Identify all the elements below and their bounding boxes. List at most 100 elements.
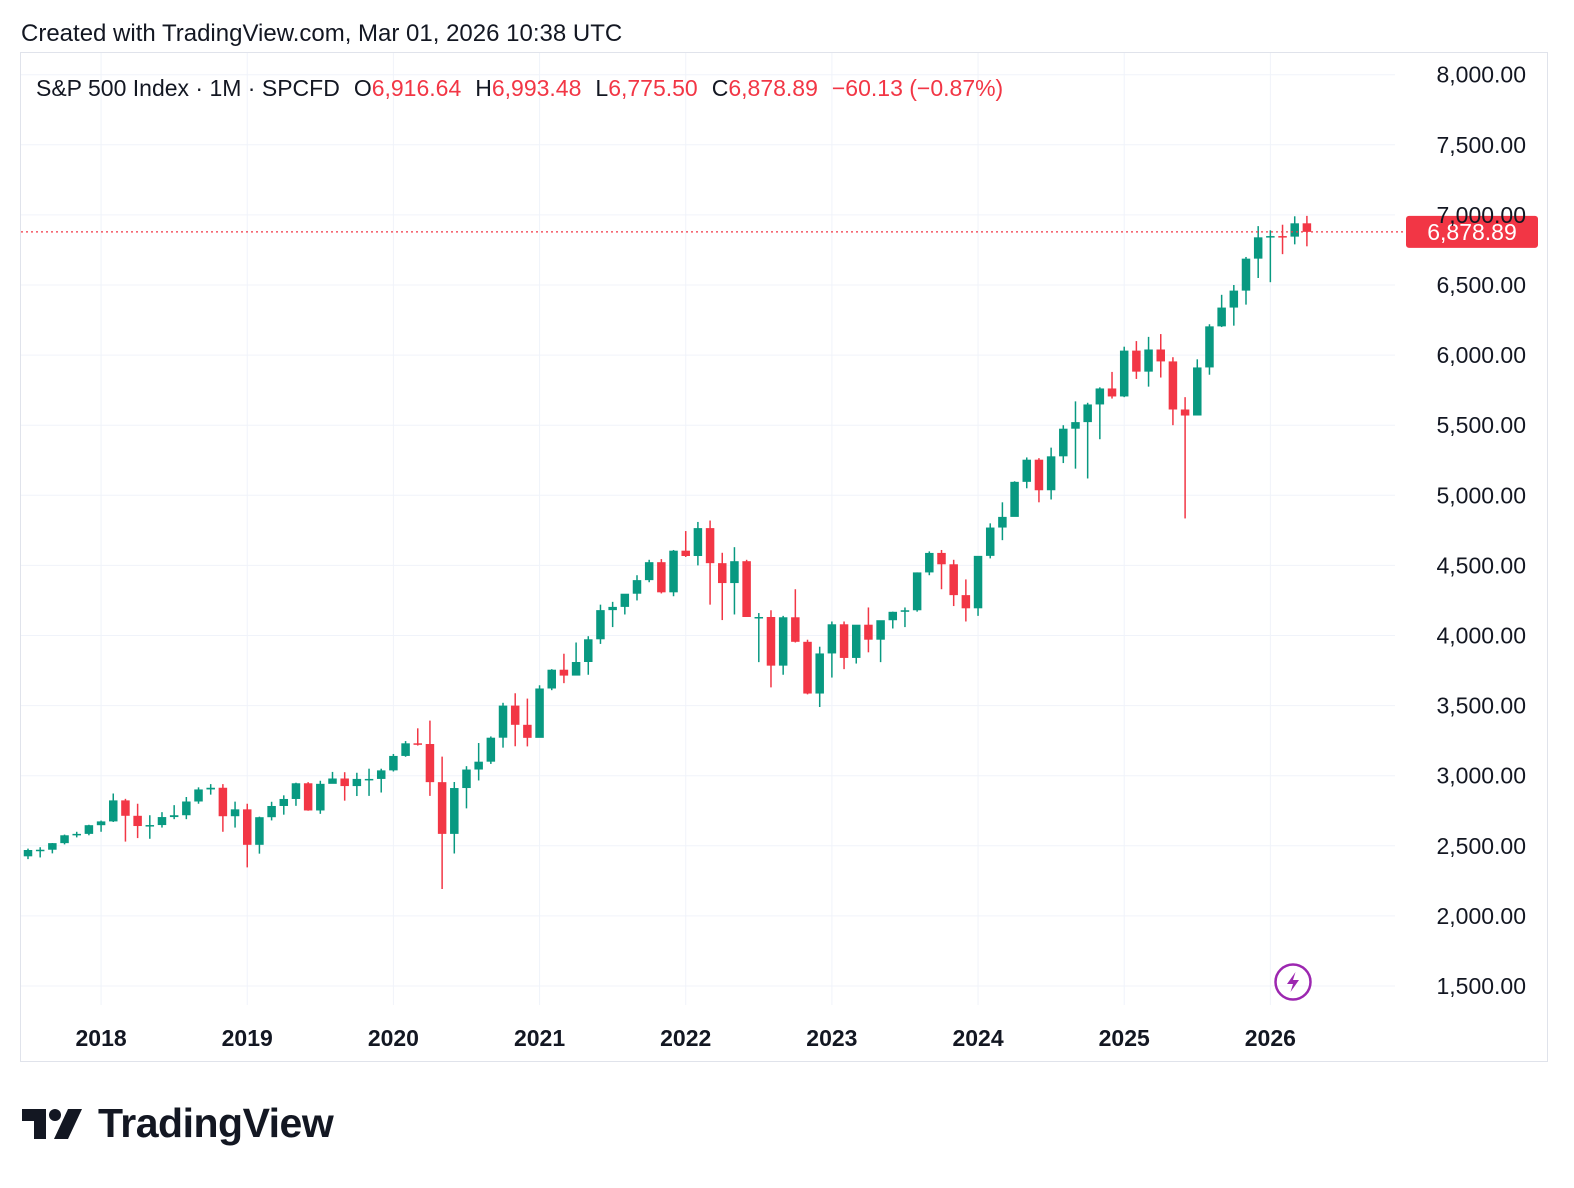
candle-body xyxy=(303,783,313,811)
chart-frame xyxy=(20,52,1548,1062)
candle xyxy=(133,803,142,839)
candle-body xyxy=(450,788,459,834)
candle-body xyxy=(1022,459,1032,482)
tradingview-logo-icon xyxy=(22,1108,82,1139)
candle xyxy=(1302,215,1312,247)
ohlc-legend: S&P 500 Index · 1M · SPCFD O6,916.64 H6,99… xyxy=(36,75,1003,102)
candle xyxy=(1095,387,1105,440)
candle-body xyxy=(742,561,751,617)
year-tick-label: 2024 xyxy=(952,1025,1003,1051)
candle xyxy=(450,782,459,854)
candle xyxy=(754,613,764,663)
candle xyxy=(84,824,94,836)
candle-body xyxy=(1266,236,1275,238)
candle-body xyxy=(1193,367,1202,416)
candle-body xyxy=(498,705,508,738)
candle xyxy=(413,728,423,746)
candle xyxy=(803,639,812,695)
candle xyxy=(547,669,556,691)
candle-body xyxy=(218,787,228,817)
candle xyxy=(60,834,69,845)
candle xyxy=(718,552,727,621)
candle xyxy=(486,736,496,764)
candle xyxy=(851,624,861,664)
candle xyxy=(157,812,167,828)
candle xyxy=(1193,359,1202,416)
candle-body xyxy=(839,624,849,658)
candle xyxy=(425,720,435,796)
candle-body xyxy=(1071,422,1080,429)
candle xyxy=(364,768,374,796)
time-axis: 2018 2019 2020 2021 2022 2023 2024 2025 2026 xyxy=(75,1025,1295,1051)
candle-body xyxy=(1107,388,1117,397)
candle-body xyxy=(730,561,739,584)
candle-body xyxy=(1095,388,1105,405)
tradingview-logo[interactable]: TradingView xyxy=(22,1100,334,1147)
candle xyxy=(194,787,203,804)
candle-body xyxy=(900,610,910,612)
candle-body xyxy=(608,606,617,611)
candle-body xyxy=(1034,459,1044,491)
candle-body xyxy=(1168,361,1178,410)
price-tick-label: 5,500.00 xyxy=(1436,412,1526,438)
candle-body xyxy=(693,528,703,557)
candle-body xyxy=(754,616,764,619)
created-with-text: Created with TradingView.com, Mar 01, 20… xyxy=(21,20,623,47)
candle xyxy=(669,549,678,597)
candle-body xyxy=(291,783,301,799)
candle-body xyxy=(791,617,800,642)
candle-body xyxy=(145,825,155,827)
candle xyxy=(230,801,240,828)
candle xyxy=(1022,457,1032,489)
candle xyxy=(169,805,179,820)
candle-body xyxy=(644,562,654,581)
year-tick-label: 2019 xyxy=(222,1025,273,1051)
candle-body xyxy=(23,850,33,857)
candle-body xyxy=(401,743,410,756)
candle xyxy=(949,559,958,607)
candle-body xyxy=(1156,349,1165,362)
candle xyxy=(498,702,508,748)
candle-body xyxy=(718,563,727,584)
candle-body xyxy=(669,550,678,593)
candle xyxy=(1266,230,1275,283)
candle-body xyxy=(1302,223,1312,232)
candle-body xyxy=(937,552,946,565)
candle-body xyxy=(352,778,362,787)
candle-body xyxy=(559,669,569,676)
candle xyxy=(376,768,386,793)
candle xyxy=(584,636,593,675)
candle xyxy=(401,741,410,757)
candle xyxy=(705,520,715,605)
candle xyxy=(1119,346,1129,398)
price-tick-label: 5,000.00 xyxy=(1436,482,1526,508)
year-tick-label: 2021 xyxy=(514,1025,565,1051)
candle-body xyxy=(328,778,337,784)
candle xyxy=(1144,336,1153,387)
lightning-icon[interactable] xyxy=(1274,963,1312,1001)
high-value: 6,993.48 xyxy=(491,75,582,101)
year-tick-label: 2018 xyxy=(75,1025,126,1051)
year-tick-label: 2020 xyxy=(368,1025,419,1051)
candle xyxy=(96,820,106,832)
candle xyxy=(303,782,313,811)
symbol-label[interactable]: S&P 500 Index · 1M · SPCFD xyxy=(36,75,340,101)
candle xyxy=(437,756,447,889)
candle-body xyxy=(949,564,958,596)
candle xyxy=(815,646,824,708)
candle-body xyxy=(242,809,252,845)
candle xyxy=(827,621,837,678)
candle-body xyxy=(340,778,349,787)
price-tick-label: 3,500.00 xyxy=(1436,693,1526,719)
candle xyxy=(888,611,898,629)
candle-body xyxy=(182,801,191,816)
candle xyxy=(23,848,33,860)
candle xyxy=(632,575,642,601)
candle xyxy=(961,579,971,622)
candle xyxy=(48,842,57,854)
candle-body xyxy=(803,641,812,694)
candle-body xyxy=(474,761,483,770)
last-price-label: 6,878.89 xyxy=(1427,219,1517,245)
candle-body xyxy=(425,744,435,783)
